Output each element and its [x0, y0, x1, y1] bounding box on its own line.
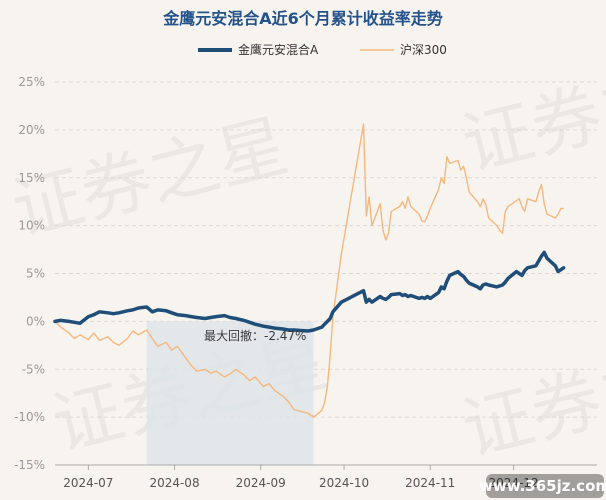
watermark: 证券之星 [454, 324, 606, 471]
y-tick-label: 0% [26, 314, 45, 328]
y-axis: -15% -10% -5% 0% 5% 10% 15% 20% 25% [14, 75, 45, 472]
series-line-hs300 [54, 123, 564, 418]
watermark: 证券之星 [454, 39, 606, 186]
x-tick-label: 2024-08 [149, 476, 199, 490]
x-tick-label: 2024-07 [63, 476, 113, 490]
y-tick-label: -5% [22, 362, 45, 376]
max-drawdown-label: 最大回撤：-2.47% [204, 328, 306, 343]
x-tick-label: 2024-11 [405, 476, 455, 490]
legend-label-fund: 金鹰元安混合A [238, 42, 319, 57]
x-tick-label: 2024-09 [236, 476, 286, 490]
x-axis: 2024-07 2024-08 2024-09 2024-10 2024-11 2024-… [55, 464, 597, 490]
legend-label-index: 沪深300 [400, 43, 447, 57]
y-tick-label: 25% [18, 75, 45, 89]
y-tick-label: 20% [18, 123, 45, 137]
max-drawdown-region [146, 321, 314, 465]
y-tick-label: 10% [18, 219, 45, 233]
chart-title: 金鹰元安混合A近6个月累计收益率走势 [162, 9, 443, 28]
x-tick-label: 2024-12 [489, 476, 539, 490]
site-mark-text: www.365jz.com [479, 477, 606, 495]
y-tick-label: 15% [18, 171, 45, 185]
y-tick-label: -15% [14, 458, 45, 472]
y-tick-label: -10% [14, 410, 45, 424]
legend: 金鹰元安混合A 沪深300 [198, 42, 447, 57]
y-tick-label: 5% [26, 267, 45, 281]
x-tick-label: 2024-10 [319, 476, 369, 490]
site-mark: www.365jz.com [479, 474, 606, 498]
series-line-fund [53, 250, 566, 333]
